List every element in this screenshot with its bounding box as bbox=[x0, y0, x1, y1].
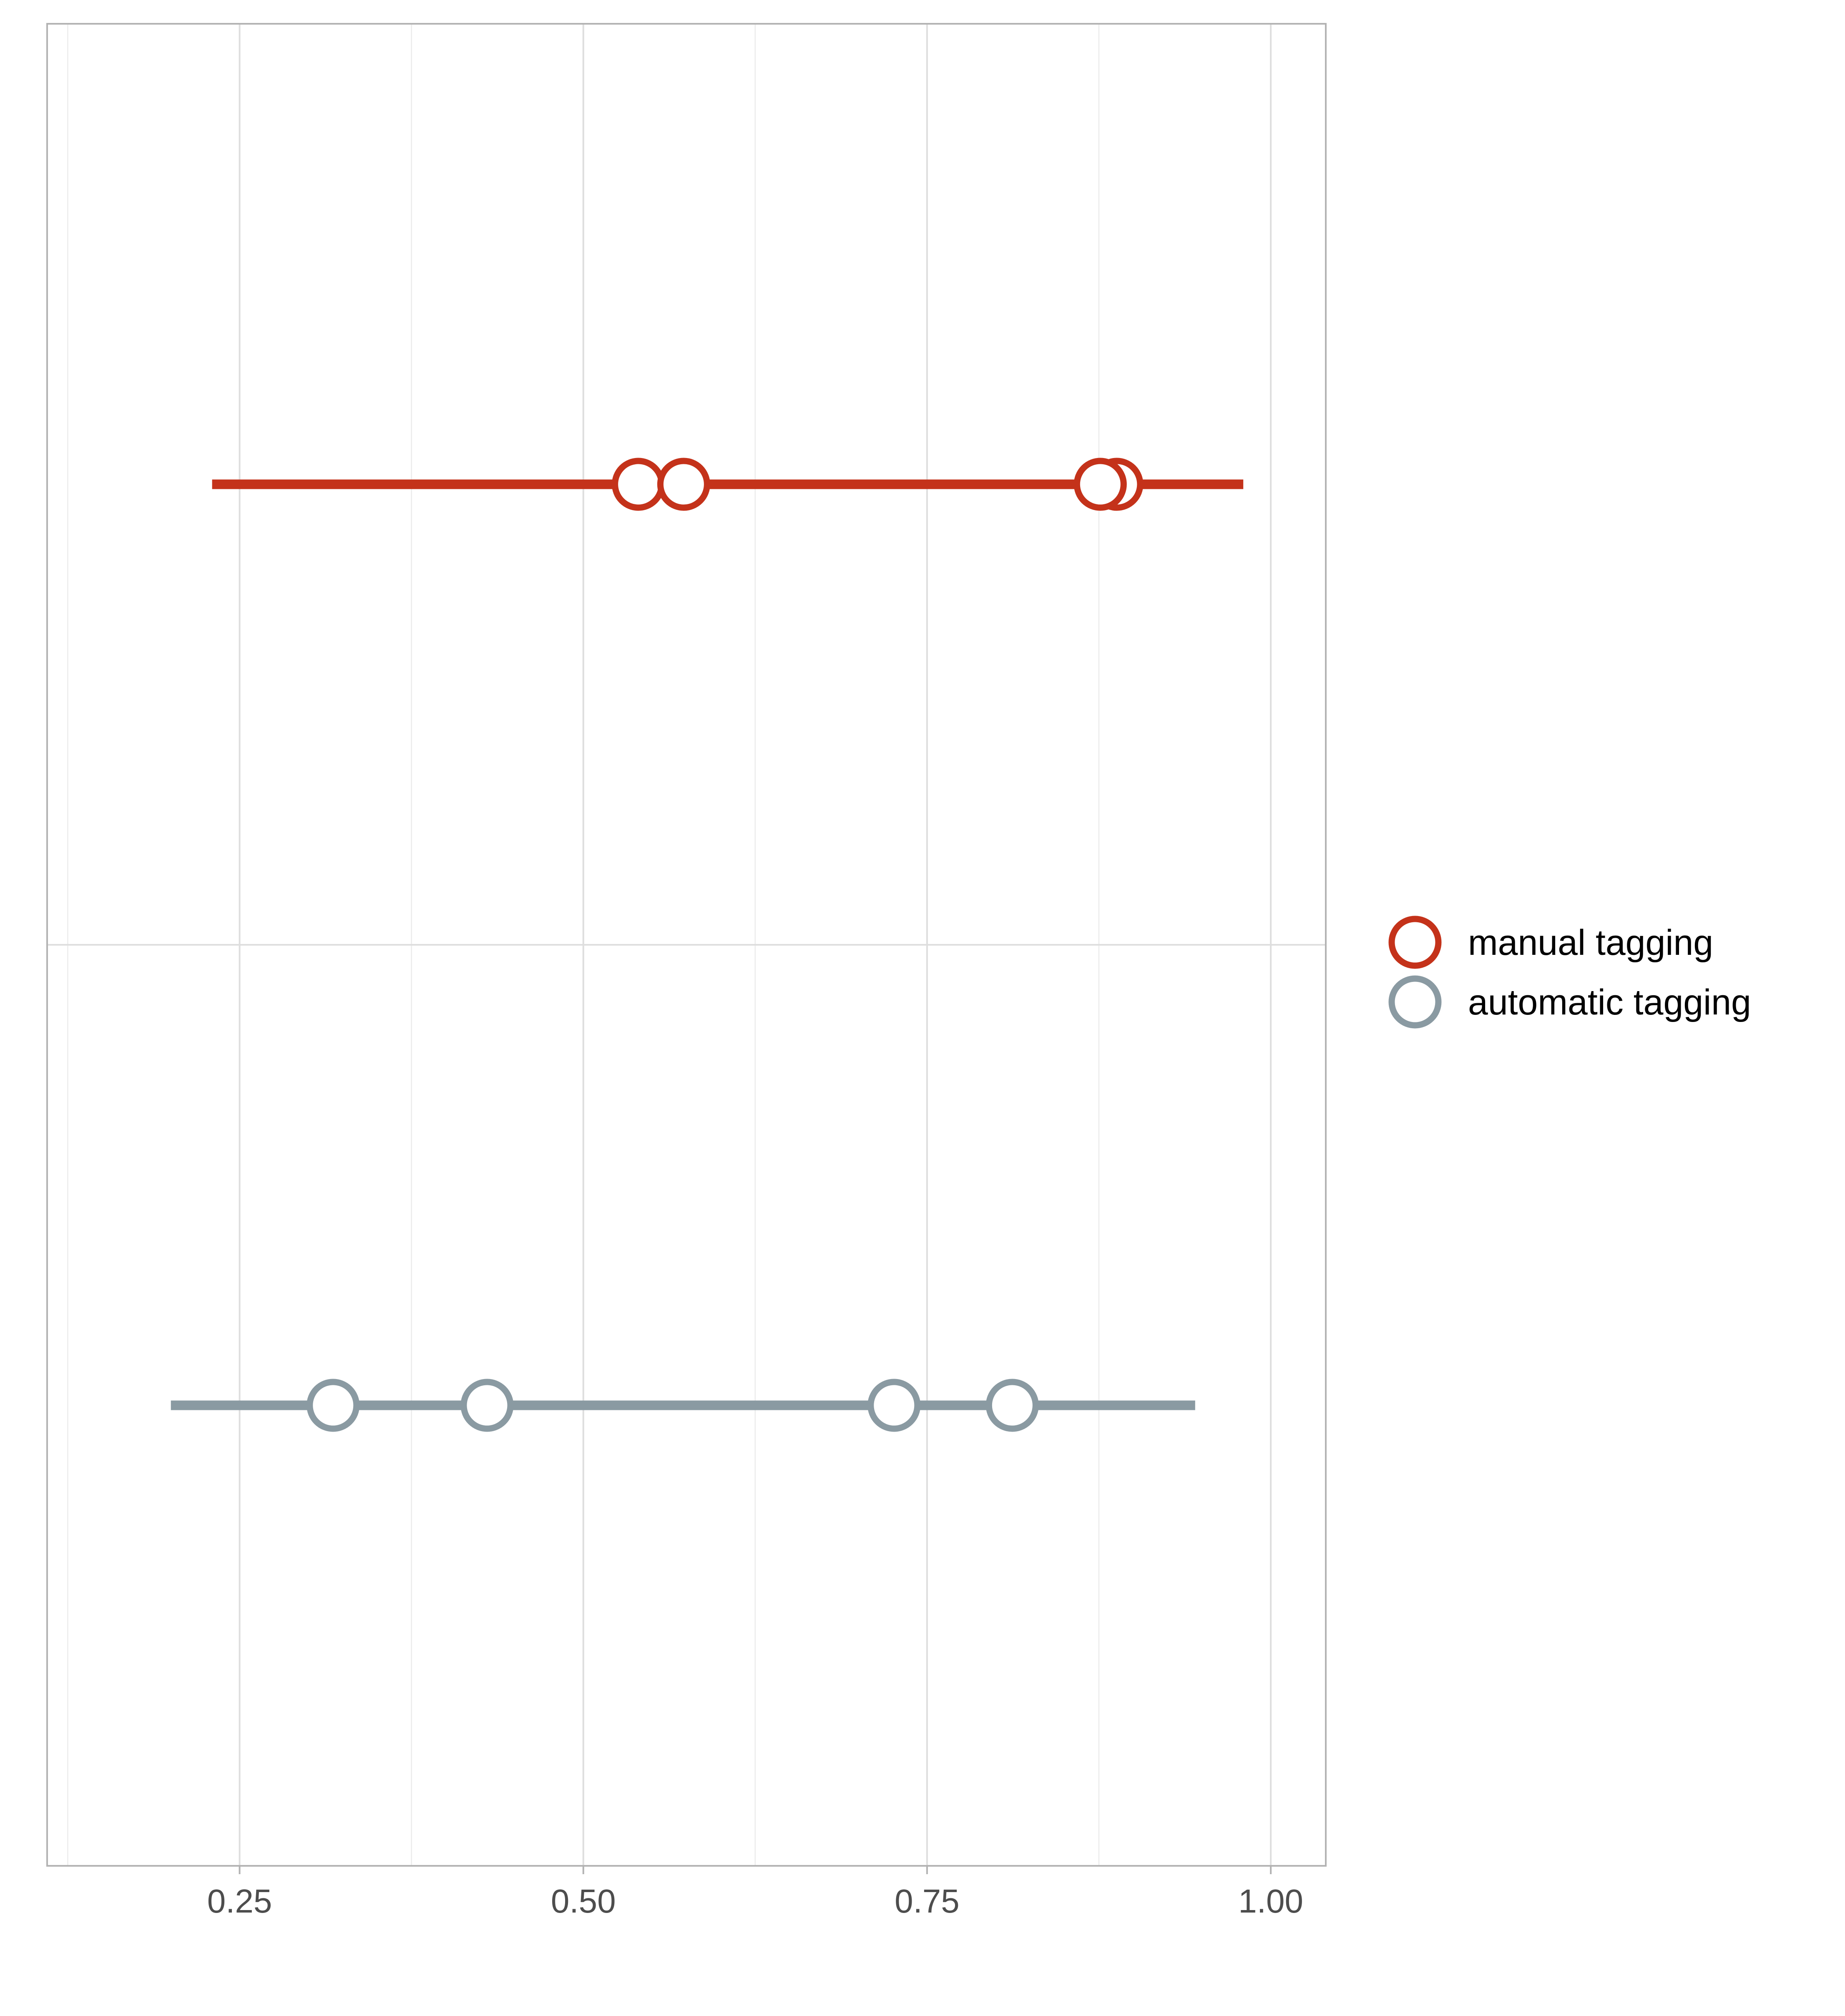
grid-major bbox=[47, 24, 1326, 1866]
x-tick-label: 1.00 bbox=[1238, 1883, 1303, 1920]
series-point bbox=[1073, 458, 1127, 511]
x-tick-label: 0.25 bbox=[207, 1883, 272, 1920]
series-point bbox=[657, 458, 710, 511]
series-point bbox=[307, 1379, 360, 1432]
legend-label: automatic tagging bbox=[1468, 982, 1751, 1022]
series-point bbox=[985, 1379, 1039, 1432]
x-tick-label: 0.50 bbox=[551, 1883, 616, 1920]
series-layer bbox=[171, 458, 1244, 1432]
legend-key-icon bbox=[1388, 916, 1442, 969]
legend: manual tagging automatic tagging bbox=[1388, 916, 1751, 1029]
legend-key-icon bbox=[1388, 975, 1442, 1029]
plot-panel-border bbox=[46, 23, 1327, 1867]
legend-label: manual tagging bbox=[1468, 923, 1713, 963]
x-axis: 0.25 0.50 0.75 1.00 bbox=[207, 1866, 1303, 1920]
x-tick-label: 0.75 bbox=[895, 1883, 960, 1920]
series-point bbox=[867, 1379, 921, 1432]
series-point bbox=[460, 1379, 514, 1432]
series-point bbox=[612, 458, 665, 511]
